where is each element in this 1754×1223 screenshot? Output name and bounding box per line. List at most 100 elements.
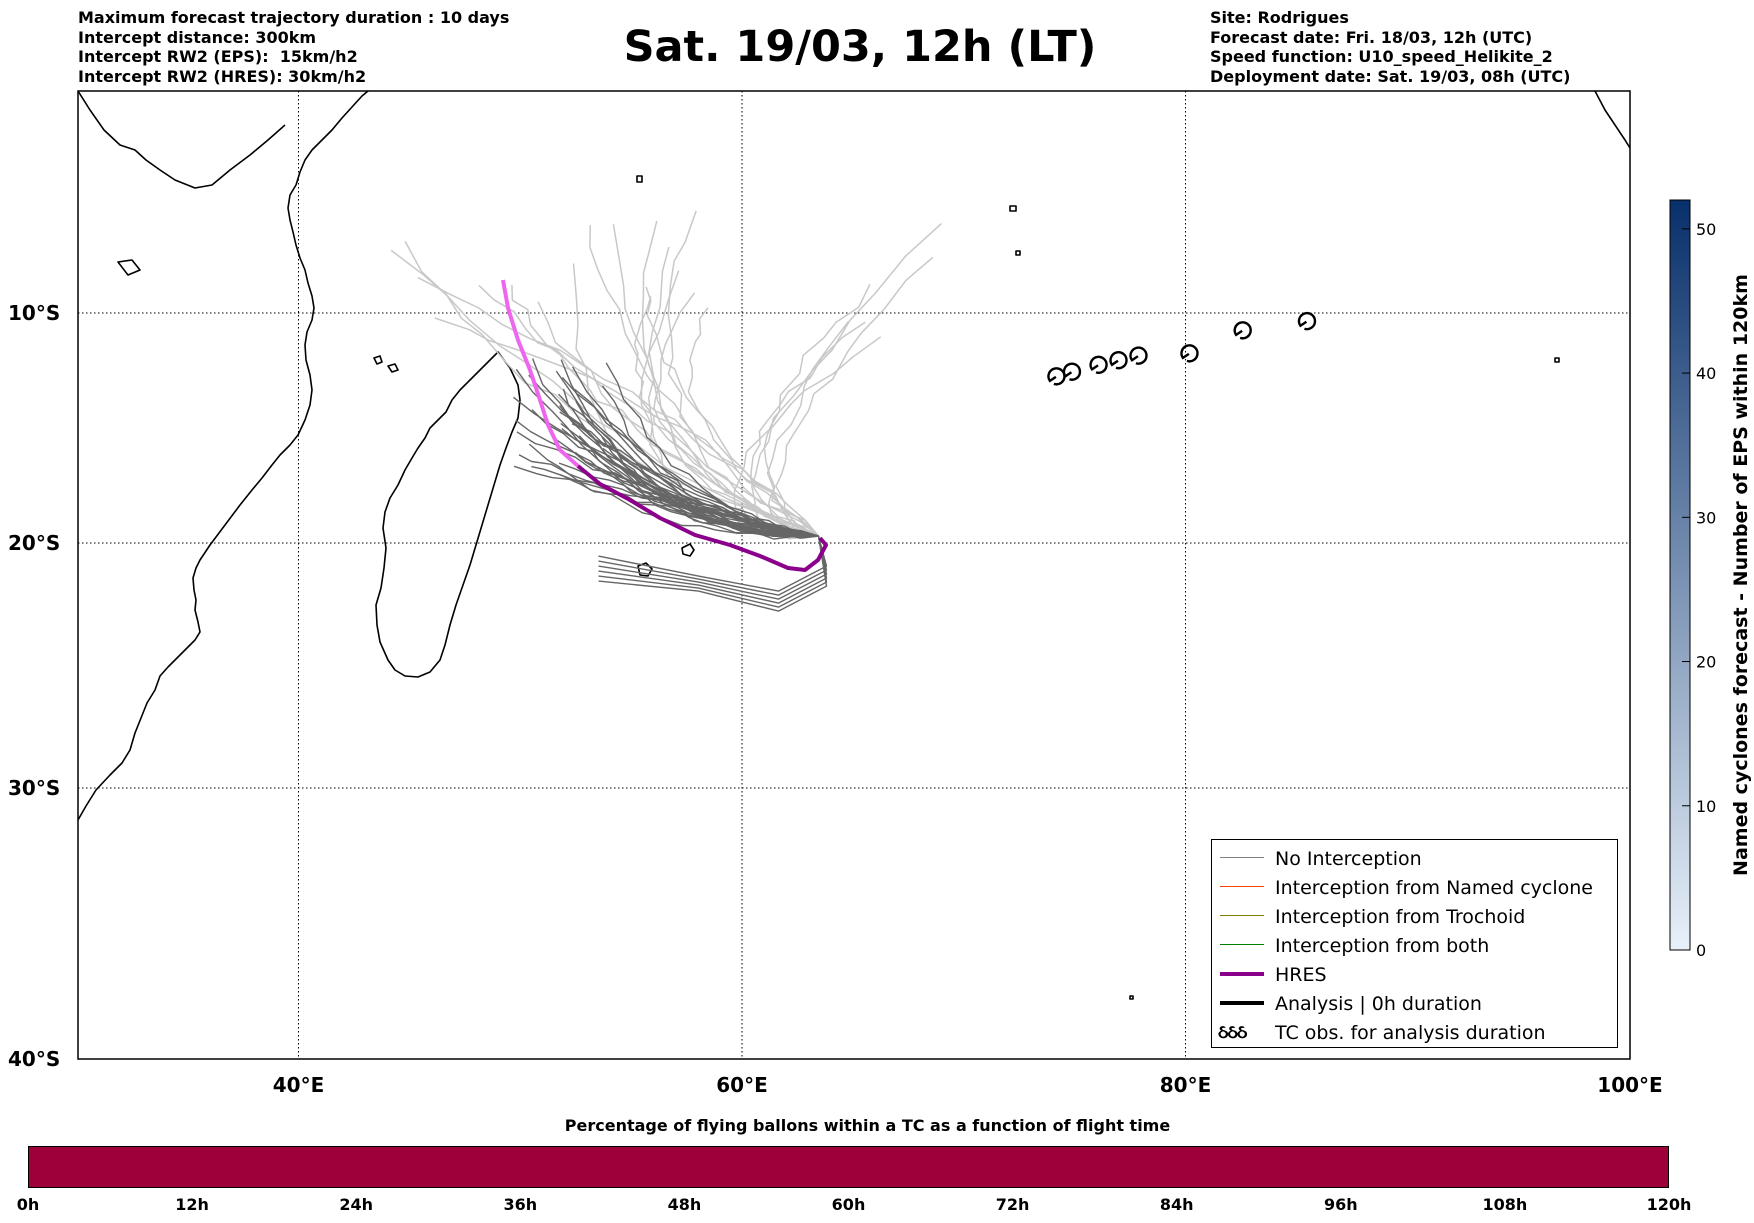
comoros-island xyxy=(373,355,383,365)
flight-time-tick: 60h xyxy=(831,1195,866,1214)
africa-northeast-coast xyxy=(78,91,286,189)
trajectory-tracks xyxy=(390,210,942,612)
flight-bar-title: Percentage of flying ballons within a TC… xyxy=(564,1116,1171,1135)
legend-label: TC obs. for analysis duration xyxy=(1275,1022,1546,1044)
flight-time-tick: 12h xyxy=(175,1195,209,1214)
legend-label: Interception from Named cyclone xyxy=(1275,877,1593,899)
ensemble-track xyxy=(641,220,819,537)
lat-tick-10s: 10°S xyxy=(8,301,60,325)
lon-tick-100e: 100°E xyxy=(1597,1073,1662,1097)
madagascar-coastline xyxy=(375,351,521,678)
cyclone-symbol-icon: ઠઠઠ xyxy=(1218,1022,1247,1043)
info-line: Maximum forecast trajectory duration : 1… xyxy=(78,8,510,27)
cyclone-symbol-icon xyxy=(1233,321,1252,340)
ensemble-track xyxy=(561,377,819,537)
cyclone-symbol-icon xyxy=(1129,346,1148,365)
flight-time-tick: 0h xyxy=(16,1195,40,1214)
lat-tick-20s: 20°S xyxy=(8,531,60,555)
legend-label: HRES xyxy=(1275,964,1327,986)
hres-track-late xyxy=(501,279,580,468)
ensemble-track xyxy=(559,411,819,537)
legend-item-hres: HRES xyxy=(1212,960,1617,989)
ensemble-track xyxy=(417,276,820,537)
ensemble-track xyxy=(598,535,828,596)
info-line: Intercept RW2 (HRES): 30km/h2 xyxy=(78,66,367,86)
cyclone-symbol-icon xyxy=(1047,367,1066,386)
ensemble-track xyxy=(537,301,819,537)
colorbar: 0 10 20 30 40 50 Named cyclones forecast - Nu… xyxy=(1669,199,1752,960)
legend-item-both: Interception from both xyxy=(1212,931,1617,960)
ensemble-track xyxy=(531,358,819,537)
cocos-island xyxy=(1554,357,1560,363)
cyclone-symbol-icon xyxy=(1089,355,1108,375)
ensemble-track xyxy=(531,409,819,537)
zanzibar-island xyxy=(117,259,141,276)
legend-swatch xyxy=(1220,972,1264,976)
colorbar-tick-label: 10 xyxy=(1696,797,1716,816)
tc-observations xyxy=(1047,311,1317,386)
amsterdam-island xyxy=(1129,995,1134,1000)
colorbar-tick-label: 50 xyxy=(1696,220,1716,239)
chagos-island xyxy=(1009,205,1017,212)
seychelles-island xyxy=(636,175,643,183)
info-line: Intercept distance: 300km xyxy=(78,27,317,47)
ensemble-track xyxy=(598,535,828,592)
coastlines xyxy=(78,91,1630,1000)
legend-item-analysis: Analysis | 0h duration xyxy=(1212,989,1617,1018)
legend-swatch xyxy=(1220,857,1264,859)
legend-swatch xyxy=(1220,1001,1264,1005)
info-line: Forecast date: Fri. 18/03, 12h (UTC) xyxy=(1210,27,1533,47)
legend-label: No Interception xyxy=(1275,848,1422,870)
forecast-parameters: Maximum forecast trajectory duration : 1… xyxy=(78,8,509,86)
info-line: Speed function: U10_speed_Helikite_2 xyxy=(1210,47,1553,66)
ensemble-track xyxy=(598,535,828,612)
legend-item-tc-obs: ઠઠઠ TC obs. for analysis duration xyxy=(1212,1018,1617,1047)
cyclone-symbol-icon xyxy=(1109,351,1128,370)
flight-time-tick: 24h xyxy=(339,1195,374,1214)
lat-tick-40s: 40°S xyxy=(8,1047,60,1071)
cyclone-symbol-icon xyxy=(1062,362,1082,381)
reunion-island xyxy=(637,562,653,577)
ensemble-track xyxy=(578,435,819,539)
info-line: Intercept RW2 (EPS): 15km/h2 xyxy=(78,47,358,66)
legend-label: Analysis | 0h duration xyxy=(1275,993,1482,1015)
sumatra-coastline xyxy=(1594,91,1630,149)
ensemble-track xyxy=(763,283,871,537)
info-line: Site: Rodrigues xyxy=(1210,8,1349,27)
cyclone-symbol-icon xyxy=(1297,311,1317,331)
legend-label: Interception from Trochoid xyxy=(1275,906,1526,928)
longitude-ticks: 40°E 60°E 80°E 100°E xyxy=(273,1073,1663,1097)
colorbar-tick-label: 0 xyxy=(1696,941,1706,960)
ensemble-track xyxy=(478,284,819,537)
colorbar-gradient xyxy=(1669,199,1691,951)
hres-track xyxy=(576,464,828,572)
lon-tick-40e: 40°E xyxy=(273,1073,325,1097)
colorbar-tick-label: 30 xyxy=(1696,508,1716,527)
ensemble-track xyxy=(515,368,819,537)
latitude-ticks: 10°S 20°S 30°S 40°S xyxy=(8,301,60,1071)
comoros-island xyxy=(387,363,399,373)
info-line: Deployment date: Sat. 19/03, 08h (UTC) xyxy=(1210,66,1571,86)
page-title: Sat. 19/03, 12h (LT) xyxy=(623,22,1097,72)
flight-time-tick: 84h xyxy=(1159,1195,1194,1214)
legend-item-no-interception: No Interception xyxy=(1212,844,1617,873)
flight-time-tick: 48h xyxy=(667,1195,702,1214)
flight-time-tick: 108h xyxy=(1482,1195,1528,1214)
ensemble-track xyxy=(560,422,819,538)
lon-tick-80e: 80°E xyxy=(1160,1073,1212,1097)
lon-tick-60e: 60°E xyxy=(716,1073,768,1097)
legend-swatch xyxy=(1220,886,1264,888)
flight-time-tick: 96h xyxy=(1323,1195,1358,1214)
colorbar-tick-label: 20 xyxy=(1696,653,1716,672)
legend-swatch xyxy=(1220,944,1264,946)
lat-tick-30s: 30°S xyxy=(8,776,60,800)
flight-time-bar xyxy=(28,1146,1669,1188)
ensemble-track xyxy=(511,284,819,537)
flight-time-tick: 36h xyxy=(503,1195,538,1214)
legend-item-trochoid: Interception from Trochoid xyxy=(1212,902,1617,931)
ensemble-track xyxy=(775,256,934,537)
colorbar-label: Named cyclones forecast - Number of EPS … xyxy=(1730,274,1752,876)
colorbar-tick-label: 40 xyxy=(1696,364,1716,383)
flight-time-tick: 72h xyxy=(995,1195,1030,1214)
ensemble-track xyxy=(562,388,819,537)
